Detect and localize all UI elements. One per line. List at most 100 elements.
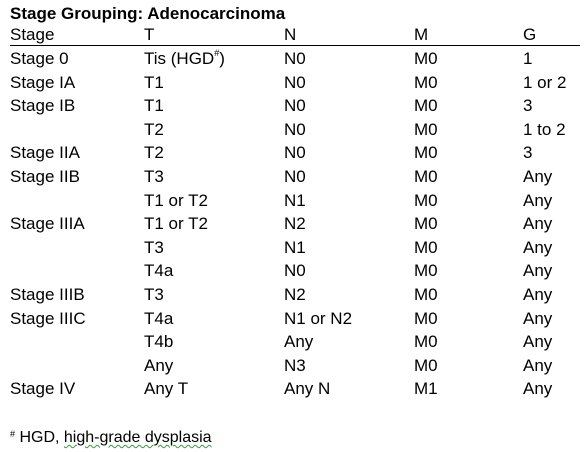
table-row: Stage IIA T2 N0 M0 3 xyxy=(10,141,580,165)
cell-stage: Stage IIIC xyxy=(10,308,86,328)
cell-t: T4a xyxy=(144,307,284,331)
cell-t-text: T1 xyxy=(144,72,164,92)
cell-t-text: T1 xyxy=(144,96,164,116)
cell-t-text: Any xyxy=(144,355,174,375)
cell-t-text: T2 xyxy=(144,119,164,139)
table-row: Stage 0 Tis (HGD#) N0 M0 1 xyxy=(10,47,580,71)
cell-stage: Stage IIIB xyxy=(10,284,85,304)
cell-t-text: T3 xyxy=(144,166,164,186)
cell-m: M0 xyxy=(414,332,438,352)
cell-g: Any xyxy=(523,190,553,210)
cell-stage xyxy=(10,330,144,354)
cell-stage: Stage 0 xyxy=(10,49,69,68)
cell-t-text: T2 xyxy=(144,143,164,163)
cell-n: N1 xyxy=(284,190,306,210)
cell-g: Any xyxy=(523,379,553,399)
table-row: T4b Any M0 Any xyxy=(10,330,580,354)
cell-m: M0 xyxy=(414,143,438,163)
cell-m: M0 xyxy=(414,166,438,186)
table-title: Stage Grouping: Adenocarcinoma xyxy=(10,4,286,23)
cell-n: Any N xyxy=(284,379,331,399)
cell-g: Any xyxy=(523,261,553,281)
header-m: M xyxy=(414,25,429,44)
cell-m: M0 xyxy=(414,214,438,234)
cell-t-text: T4a xyxy=(144,261,174,281)
cell-n: N1 or N2 xyxy=(284,308,353,328)
header-t: T xyxy=(144,25,155,44)
cell-n: N2 xyxy=(284,284,306,304)
cell-t-text: T3 xyxy=(144,237,164,257)
cell-g: Any xyxy=(523,166,553,186)
cell-m: M0 xyxy=(414,261,438,281)
cell-stage: Stage IV xyxy=(10,379,76,399)
cell-n: N3 xyxy=(284,355,306,375)
cell-t-text: Tis (HGD xyxy=(144,49,215,68)
cell-t: T1 or T2 xyxy=(144,212,284,236)
cell-m: M0 xyxy=(414,237,438,257)
cell-t-suffix: ) xyxy=(219,49,225,68)
table-row: Stage IIB T3 N0 M0 Any xyxy=(10,165,580,189)
cell-t-text: T4b xyxy=(144,332,174,352)
cell-n: N0 xyxy=(284,166,306,186)
cell-m: M1 xyxy=(414,379,438,399)
cell-t: T1 xyxy=(144,94,284,118)
cell-g: 1 xyxy=(523,49,533,68)
table-row: T3 N1 M0 Any xyxy=(10,236,580,260)
cell-n: N0 xyxy=(284,96,306,116)
cell-m: M0 xyxy=(414,72,438,92)
cell-g: 1 or 2 xyxy=(523,72,567,92)
table-row: Any N3 M0 Any xyxy=(10,354,580,378)
table-header: Stage T N M G xyxy=(10,24,580,46)
cell-stage: Stage IA xyxy=(10,72,76,92)
cell-stage: Stage IB xyxy=(10,96,76,116)
cell-m: M0 xyxy=(414,49,438,68)
cell-n: N0 xyxy=(284,143,306,163)
cell-n: N0 xyxy=(284,261,306,281)
cell-g: Any xyxy=(523,308,553,328)
cell-n: N0 xyxy=(284,72,306,92)
cell-t: T3 xyxy=(144,236,284,260)
cell-g: 3 xyxy=(523,96,533,116)
table-row: Stage IA T1 N0 M0 1 or 2 xyxy=(10,71,580,95)
cell-stage xyxy=(10,354,144,378)
cell-n: Any xyxy=(284,332,314,352)
cell-stage xyxy=(10,236,144,260)
cell-g: 1 to 2 xyxy=(523,119,566,139)
cell-t: T3 xyxy=(144,165,284,189)
cell-stage xyxy=(10,118,144,142)
table-row: T2 N0 M0 1 to 2 xyxy=(10,118,580,142)
cell-m: M0 xyxy=(414,119,438,139)
cell-n: N2 xyxy=(284,214,306,234)
cell-t: T2 xyxy=(144,141,284,165)
table-row: Stage IIIA T1 or T2 N2 M0 Any xyxy=(10,212,580,236)
cell-stage: Stage IIA xyxy=(10,143,80,163)
cell-t-text: T1 or T2 xyxy=(144,190,208,210)
table-row: T1 or T2 N1 M0 Any xyxy=(10,189,580,213)
footnote-definition: high-grade dysplasia xyxy=(63,428,212,446)
table-body: Stage 0 Tis (HGD#) N0 M0 1 Stage IA T1 N0 M0 1 or… xyxy=(10,47,580,401)
cell-m: M0 xyxy=(414,190,438,210)
cell-m: M0 xyxy=(414,96,438,116)
cell-g: 3 xyxy=(523,143,533,163)
footnote-ref-mark: # xyxy=(214,48,220,58)
cell-stage: Stage IIB xyxy=(10,166,80,186)
cell-t: T3 xyxy=(144,283,284,307)
cell-m: M0 xyxy=(414,308,438,328)
cell-stage xyxy=(10,189,144,213)
cell-t: T4a xyxy=(144,259,284,283)
table-row: Stage IIIB T3 N2 M0 Any xyxy=(10,283,580,307)
cell-n: N0 xyxy=(284,119,306,139)
footnote: # HGD, high-grade dysplasia xyxy=(10,428,580,448)
cell-n: N0 xyxy=(284,49,306,68)
table-row: Stage IIIC T4a N1 or N2 M0 Any xyxy=(10,307,580,331)
cell-t-text: Any T xyxy=(144,379,189,399)
cell-t-text: T3 xyxy=(144,284,164,304)
header-n: N xyxy=(284,25,297,44)
table-row: T4a N0 M0 Any xyxy=(10,259,580,283)
cell-t: Any xyxy=(144,354,284,378)
cell-g: Any xyxy=(523,332,553,352)
footnote-mark: # xyxy=(10,428,16,439)
cell-t: T4b xyxy=(144,330,284,354)
header-stage: Stage xyxy=(10,25,55,44)
cell-g: Any xyxy=(523,284,553,304)
